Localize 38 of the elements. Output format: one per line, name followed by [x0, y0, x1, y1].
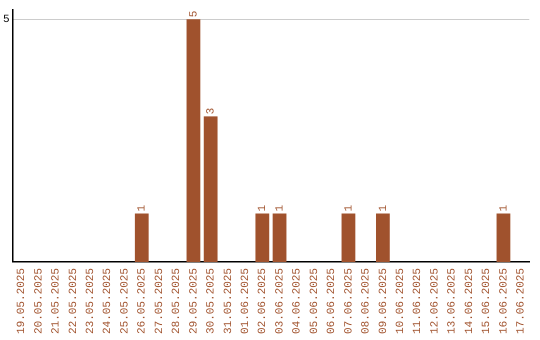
x-tick-label: 30.05.2025: [206, 268, 218, 334]
x-tick-label: 24.05.2025: [102, 268, 114, 334]
x-tick-label: 17.06.2025: [516, 268, 528, 334]
x-tick-label: 25.05.2025: [119, 268, 132, 334]
x-tick-label: 19.05.2025: [16, 268, 28, 334]
x-tick-label: 11.06.2025: [412, 268, 424, 334]
x-tick-label: 21.05.2025: [50, 268, 63, 334]
x-tick-label: 28.05.2025: [171, 268, 184, 334]
data-label: 1: [378, 204, 390, 212]
x-tick-label: 20.05.2025: [33, 268, 46, 334]
x-tick-label: 07.06.2025: [343, 268, 356, 334]
data-label: 1: [136, 204, 149, 212]
x-tick-label: 02.06.2025: [257, 268, 270, 334]
x-tick-label: 29.05.2025: [188, 268, 200, 334]
x-tick-label: 13.06.2025: [446, 268, 459, 334]
x-tick-label: 01.06.2025: [240, 268, 252, 334]
x-tick-label: 27.05.2025: [154, 268, 166, 334]
data-label: 3: [206, 108, 218, 114]
data-label: 1: [274, 204, 286, 212]
x-tick-label: 05.06.2025: [308, 268, 321, 334]
data-label: 1: [498, 204, 510, 212]
data-label: 1: [257, 204, 270, 212]
x-tick-label: 31.05.2025: [222, 268, 235, 334]
x-tick-label: 09.06.2025: [378, 268, 390, 334]
x-tick-label: 16.06.2025: [498, 268, 510, 334]
x-tick-label: 14.06.2025: [464, 268, 476, 334]
x-tick-label: 12.06.2025: [429, 268, 442, 334]
x-tick-label: 06.06.2025: [326, 268, 338, 334]
x-tick-label: 10.06.2025: [395, 268, 408, 334]
x-tick-label: 23.05.2025: [85, 268, 98, 334]
x-tick-label: 22.05.2025: [68, 268, 80, 334]
x-tick-label: 08.06.2025: [360, 268, 373, 334]
x-tick-label: 03.06.2025: [274, 268, 286, 334]
x-tick-label: 26.05.2025: [136, 268, 149, 334]
data-label: 5: [188, 10, 200, 18]
data-label: 1: [343, 204, 356, 212]
x-tick-label: 04.06.2025: [292, 268, 304, 334]
x-tick-label: 15.06.2025: [481, 268, 494, 334]
